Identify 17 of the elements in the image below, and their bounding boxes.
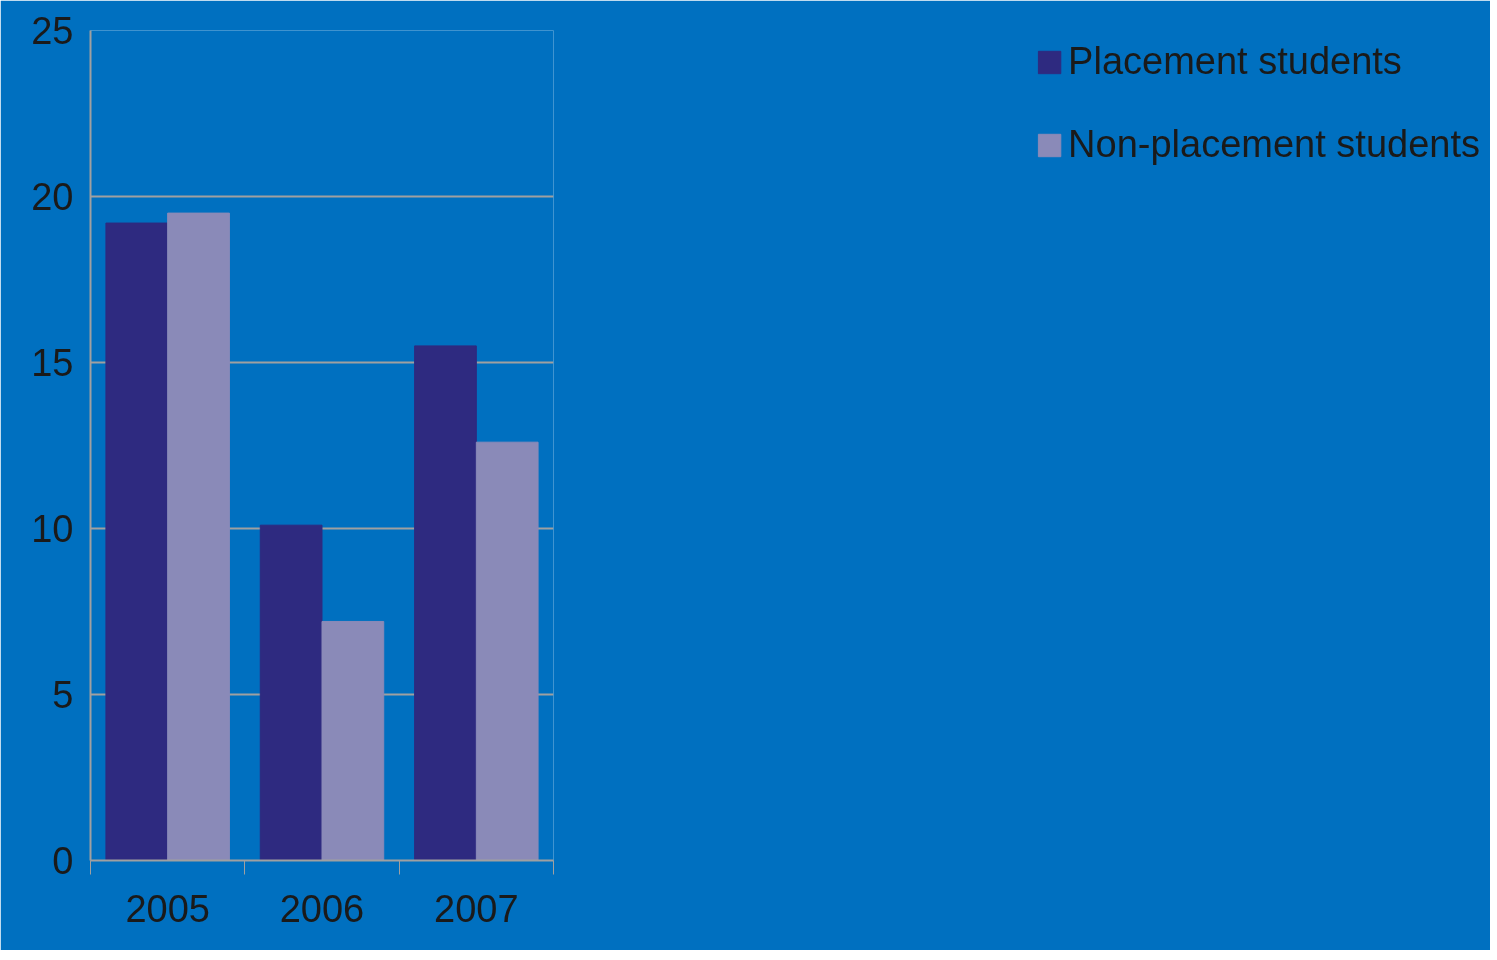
- legend-label: Placement students: [1068, 40, 1402, 83]
- x-tick-label: 2006: [279, 887, 365, 930]
- y-tick-label: 20: [31, 176, 74, 218]
- x-tick-label: 2005: [125, 887, 210, 930]
- bar: [167, 212, 230, 861]
- y-tick-label: 5: [52, 674, 74, 716]
- y-tick-label: 15: [31, 342, 74, 384]
- bar: [105, 222, 169, 861]
- bar: [414, 345, 477, 861]
- bar: [475, 441, 539, 861]
- y-tick-label: 10: [31, 508, 74, 550]
- y-tick-label: 0: [52, 840, 74, 882]
- legend-label: Non-placement students: [1068, 123, 1480, 166]
- x-tick-label: 2007: [434, 887, 519, 930]
- bar: [259, 524, 323, 861]
- y-tick-label: 25: [31, 10, 74, 52]
- bar: [321, 620, 385, 861]
